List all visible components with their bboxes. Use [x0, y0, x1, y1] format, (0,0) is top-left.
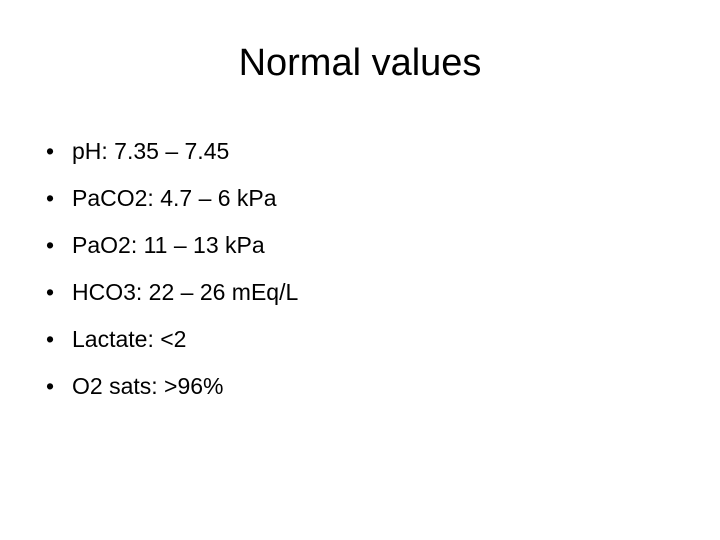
bullet-item: HCO3: 22 – 26 mEq/L — [46, 273, 298, 320]
bullet-item: PaO2: 11 – 13 kPa — [46, 226, 298, 273]
bullet-item: O2 sats: >96% — [46, 367, 298, 414]
bullet-list: pH: 7.35 – 7.45PaCO2: 4.7 – 6 kPaPaO2: 1… — [46, 132, 298, 414]
bullet-item: PaCO2: 4.7 – 6 kPa — [46, 179, 298, 226]
bullet-item: pH: 7.35 – 7.45 — [46, 132, 298, 179]
slide-title: Normal values — [238, 42, 482, 84]
bullet-item: Lactate: <2 — [46, 320, 298, 367]
